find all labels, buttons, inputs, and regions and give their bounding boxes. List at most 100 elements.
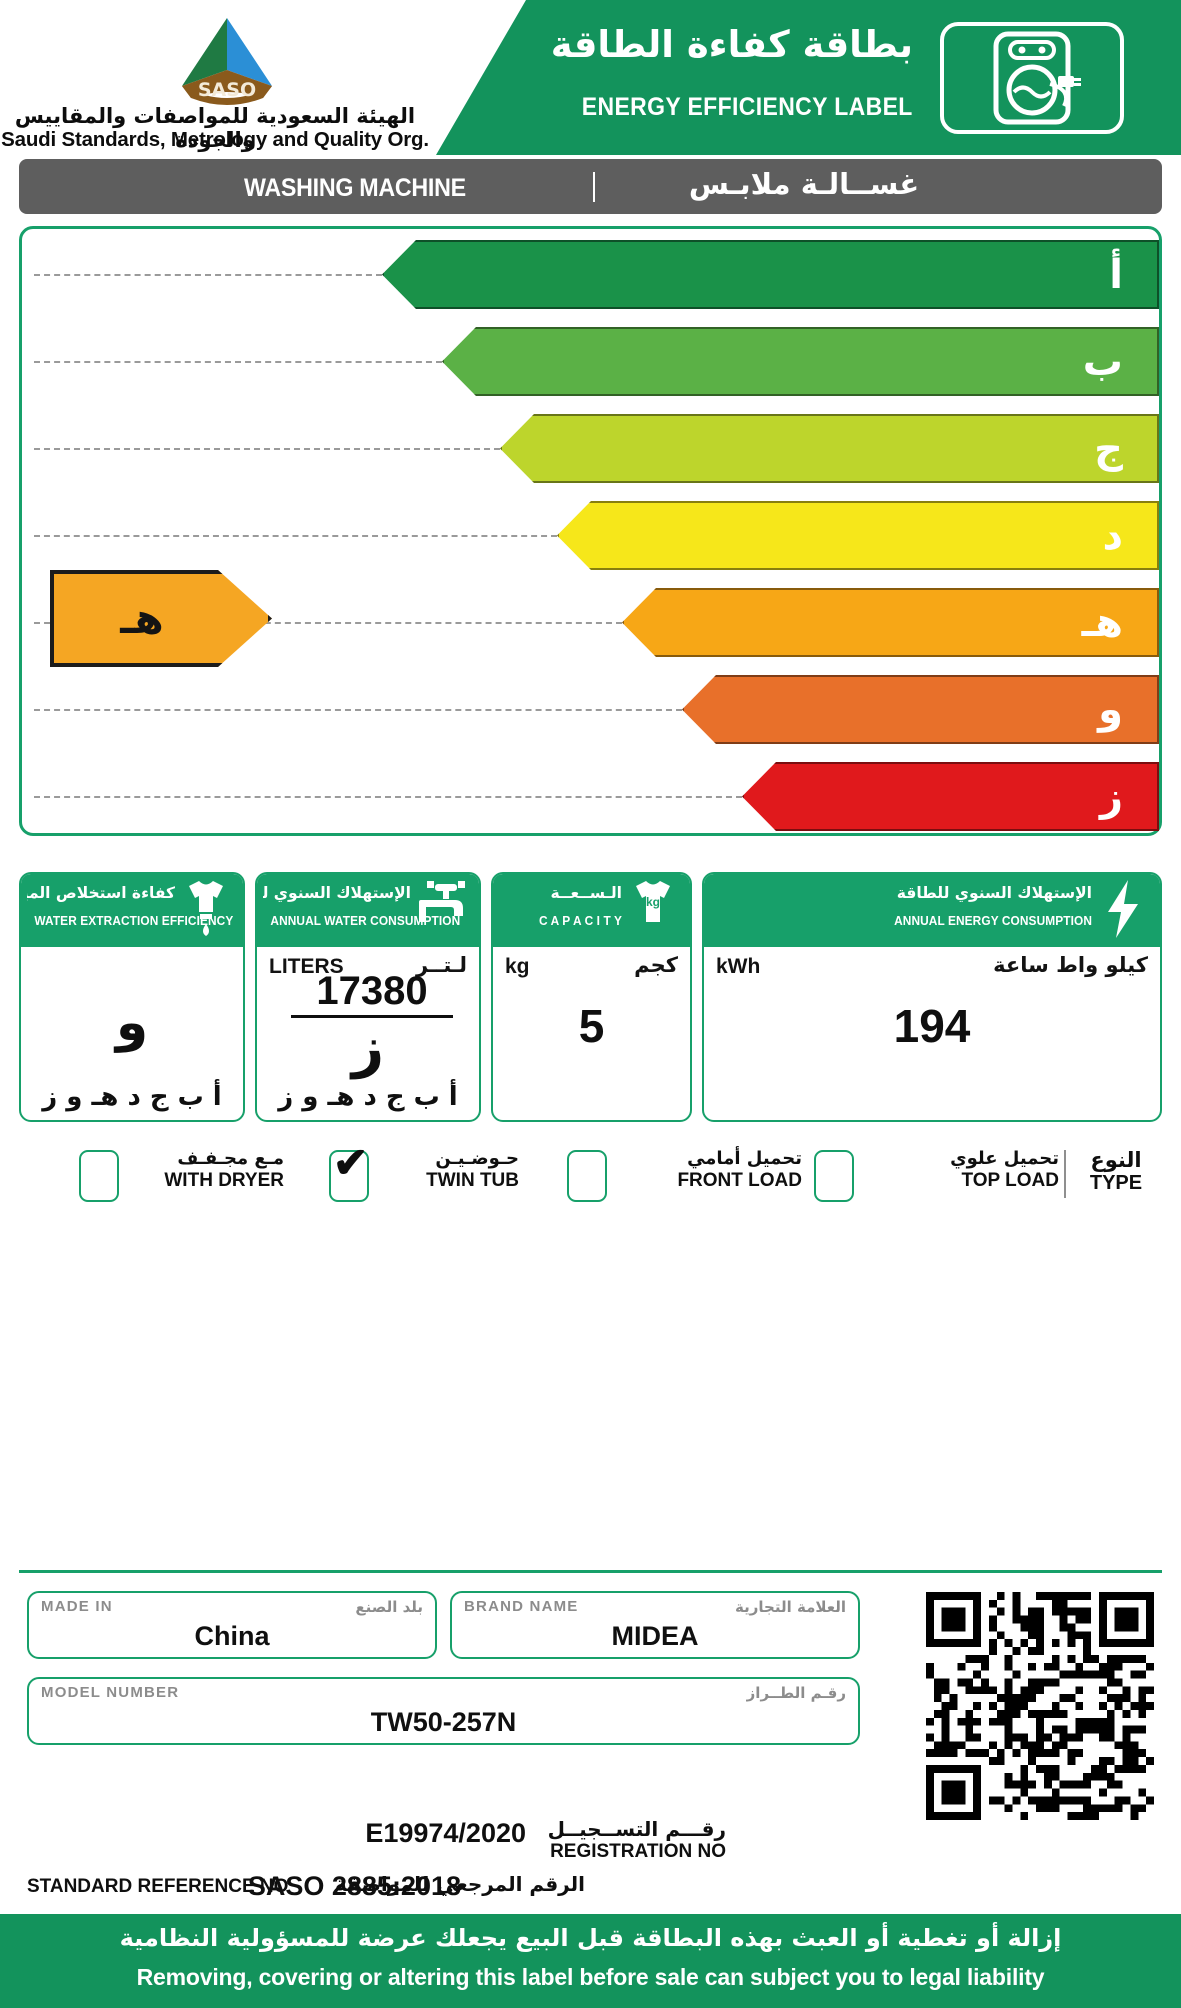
grade-bar: هـ bbox=[622, 588, 1159, 657]
grade-bar-letter: هـ bbox=[1081, 599, 1123, 646]
type-option[interactable]: مـع مجـفـف WITH DRYER bbox=[79, 1144, 284, 1210]
info-box-body: kg كجم 5 bbox=[493, 947, 690, 1120]
brand-caption-ar: العلامة التجارية bbox=[735, 1598, 846, 1616]
grade-bar: ز bbox=[742, 762, 1159, 831]
faucet-icon bbox=[413, 876, 471, 942]
grade-bar: ج bbox=[500, 414, 1159, 483]
model-caption-ar: رقـم الطــراز bbox=[746, 1684, 846, 1702]
type-checkbox[interactable]: ✔ bbox=[329, 1142, 369, 1202]
info-box-value: 194 bbox=[893, 1000, 971, 1052]
registration-value: E19974/2020 bbox=[365, 1818, 526, 1848]
registration-caption-en: REGISTRATION NO bbox=[550, 1841, 726, 1862]
info-box-header: كفاءة استخلاص المياه WATER EXTRACTION EFF… bbox=[21, 874, 243, 947]
shirt-water-drop-icon bbox=[177, 876, 235, 942]
made-in-field: MADE IN بلد الصنع China bbox=[27, 1591, 437, 1659]
saso-logo-icon: SASO bbox=[168, 14, 286, 110]
grade-bar-letter: أ bbox=[1109, 251, 1123, 298]
info-box-grade-letter: و bbox=[115, 993, 149, 1053]
info-box-scale: أ ب ج د هـ و ز bbox=[278, 1082, 458, 1112]
grade-row: أ bbox=[22, 231, 1165, 318]
org-name-arabic: الهيئة السعودية للمواصفات والمقاييس والج… bbox=[14, 104, 416, 152]
made-in-value: China bbox=[194, 1621, 270, 1651]
info-box-unit-english: kWh bbox=[716, 955, 761, 978]
type-option[interactable]: ✔ حـوضـيـن TWIN TUB bbox=[329, 1142, 519, 1210]
info-box-value: 17380 bbox=[291, 969, 453, 1018]
grade-gridline bbox=[34, 796, 742, 798]
grade-bar-letter: ج bbox=[1094, 425, 1123, 472]
registration-caption-ar: رقـــم التســجيــل bbox=[547, 1817, 726, 1841]
info-box-value: 5 bbox=[578, 1000, 605, 1052]
type-option[interactable]: تحميل أمامي FRONT LOAD bbox=[567, 1144, 802, 1210]
standard-caption-en: STANDARD REFERENCE NO bbox=[27, 1876, 289, 1897]
grade-bar-letter: و bbox=[1098, 686, 1123, 733]
info-box-label-english: ANNUAL ENERGY CONSUMPTION bbox=[894, 914, 1092, 928]
info-box-unit-arabic: لـتــر bbox=[415, 953, 467, 977]
info-box: كفاءة استخلاص المياه WATER EXTRACTION EFF… bbox=[19, 872, 245, 1122]
info-box-label-arabic: الـســعــة bbox=[550, 884, 622, 902]
type-option-text: تحميل علوي TOP LOAD bbox=[950, 1148, 1059, 1192]
model-number-field: MODEL NUMBER رقـم الطــراز TW50-257N bbox=[27, 1677, 860, 1745]
info-box: الـســعــة C A P A C I T Y kg kg كجم 5 bbox=[491, 872, 692, 1122]
grade-row: ب bbox=[22, 318, 1165, 405]
type-option-english: TWIN TUB bbox=[426, 1169, 519, 1191]
type-option-english: WITH DRYER bbox=[164, 1169, 284, 1191]
type-option-arabic: تحميل علوي bbox=[950, 1148, 1059, 1169]
type-option-text: حـوضـيـن TWIN TUB bbox=[426, 1148, 519, 1192]
info-box-header: الـســعــة C A P A C I T Y kg bbox=[493, 874, 690, 947]
info-box-unit-arabic: كيلو واط ساعة bbox=[993, 953, 1148, 977]
grade-row: ج bbox=[22, 405, 1165, 492]
made-in-caption-ar: بلد الصنع bbox=[355, 1598, 423, 1616]
title-divider bbox=[593, 172, 595, 202]
info-box-label-arabic: الإستهلاك السنوي للماء bbox=[263, 884, 411, 902]
type-option[interactable]: تحميل علوي TOP LOAD bbox=[814, 1144, 1059, 1210]
qr-code bbox=[926, 1592, 1154, 1820]
brand-value: MIDEA bbox=[611, 1621, 699, 1651]
info-box-unit-english: kg bbox=[505, 955, 530, 978]
footer-warning-english: Removing, covering or altering this labe… bbox=[136, 1964, 1045, 1990]
svg-text:SASO: SASO bbox=[198, 79, 256, 101]
type-option-english: TOP LOAD bbox=[961, 1169, 1059, 1191]
grade-gridline bbox=[34, 622, 622, 624]
product-title-english: WASHING MACHINE bbox=[244, 174, 466, 202]
type-option-english: FRONT LOAD bbox=[677, 1169, 802, 1191]
grade-row: هـ bbox=[22, 579, 1165, 666]
info-box-body: LITERS لـتــر 17380 ز أ ب ج د هـ و ز bbox=[257, 947, 479, 1120]
selected-class-letter: هـ bbox=[120, 594, 164, 643]
grade-gridline bbox=[34, 535, 557, 537]
footer-warning-arabic: إزالة أو تغطية أو العبث بهذه البطاقة قبل… bbox=[119, 1924, 1062, 1952]
brand-caption-en: BRAND NAME bbox=[464, 1598, 579, 1615]
grade-gridline bbox=[34, 274, 382, 276]
type-option-arabic: حـوضـيـن bbox=[435, 1148, 519, 1169]
header: SASO الهيئة السعودية للمواصفات والمقاييس… bbox=[0, 0, 1181, 155]
product-title-bar: WASHING MACHINE غســالـة ملابـس bbox=[19, 159, 1162, 214]
info-box-label-arabic: كفاءة استخلاص المياه bbox=[27, 884, 175, 902]
grade-row: و bbox=[22, 666, 1165, 753]
type-option-arabic: مـع مجـفـف bbox=[177, 1148, 284, 1169]
type-option-text: تحميل أمامي FRONT LOAD bbox=[677, 1148, 802, 1192]
product-title-arabic: غســالـة ملابـس bbox=[688, 167, 920, 201]
info-box: الإستهلاك السنوي للماء ANNUAL WATER CONSU… bbox=[255, 872, 481, 1122]
info-box-scale: أ ب ج د هـ و ز bbox=[42, 1082, 222, 1112]
type-checkbox[interactable] bbox=[79, 1150, 119, 1202]
standard-value: SASO 2885:2018 bbox=[247, 1871, 461, 1901]
grade-bar: و bbox=[682, 675, 1159, 744]
info-box-header: الإستهلاك السنوي للطاقة ANNUAL ENERGY CON… bbox=[704, 874, 1160, 947]
model-caption-en: MODEL NUMBER bbox=[41, 1684, 180, 1701]
type-checkbox[interactable] bbox=[567, 1150, 607, 1202]
grade-gridline bbox=[34, 448, 500, 450]
info-box-label-english: ANNUAL WATER CONSUMPTION bbox=[270, 914, 461, 928]
grade-bar: ب bbox=[442, 327, 1159, 396]
info-box-body: kWh كيلو واط ساعة 194 bbox=[704, 947, 1160, 1120]
type-option-arabic: تحميل أمامي bbox=[687, 1148, 802, 1169]
type-label-arabic: النوع bbox=[1090, 1148, 1142, 1172]
info-box-label-arabic: الإستهلاك السنوي للطاقة bbox=[896, 884, 1092, 902]
washing-machine-plug-icon bbox=[940, 22, 1124, 134]
energy-label-title-arabic: بطاقة كفاءة الطاقة bbox=[550, 23, 913, 66]
grade-row: د bbox=[22, 492, 1165, 579]
model-value: TW50-257N bbox=[370, 1707, 517, 1737]
info-box-grade-letter: ز bbox=[351, 1015, 385, 1080]
type-option-text: مـع مجـفـف WITH DRYER bbox=[164, 1148, 284, 1192]
grade-gridline bbox=[34, 709, 682, 711]
type-checkbox[interactable] bbox=[814, 1150, 854, 1202]
info-box-header: الإستهلاك السنوي للماء ANNUAL WATER CONSU… bbox=[257, 874, 479, 947]
